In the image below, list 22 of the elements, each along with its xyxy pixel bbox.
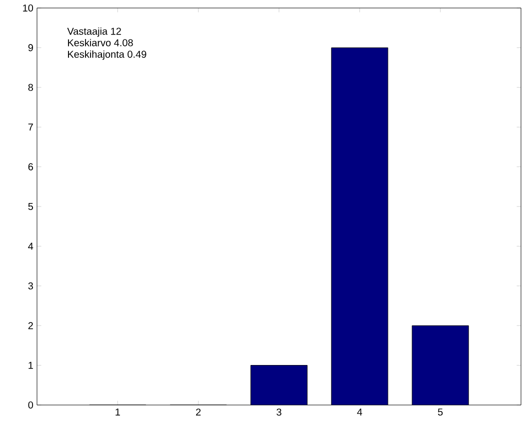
annotation: Keskihajonta 0.49 [68, 50, 146, 60]
annotation: Vastaajia 12 [67, 27, 121, 37]
y-tick-label: 1 [28, 362, 33, 369]
x-tick-label: 3 [276, 408, 282, 416]
y-tick-label: 7 [28, 124, 33, 131]
y-tick-label: 2 [28, 322, 33, 330]
x-tick-label: 5 [438, 408, 443, 416]
x-tick-label: 2 [196, 408, 201, 416]
bar [250, 365, 308, 405]
bar [331, 48, 388, 405]
y-tick-label: 10 [23, 4, 34, 12]
bar [412, 325, 469, 405]
x-tick-label: 1 [116, 408, 120, 416]
x-tick-label: 4 [357, 408, 362, 416]
y-tick-label: 9 [28, 44, 33, 52]
y-tick-label: 3 [28, 282, 33, 290]
y-tick-label: 5 [28, 203, 34, 210]
y-tick-label: 4 [28, 242, 34, 250]
annotation: Keskiarvo 4.08 [68, 38, 133, 46]
y-tick-label: 8 [28, 84, 33, 91]
y-tick-label: 0 [28, 401, 34, 409]
y-tick-label: 6 [28, 163, 33, 170]
